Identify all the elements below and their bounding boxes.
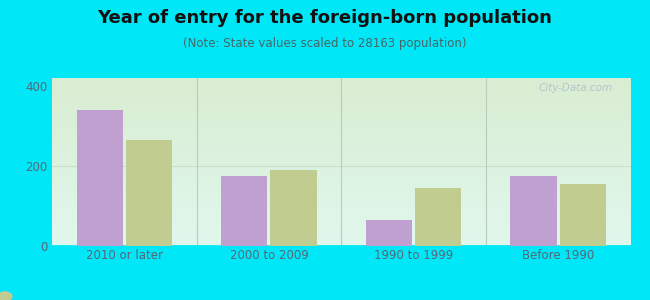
Bar (221, 176, 268, 246)
Bar (77, 110, 123, 246)
Bar (415, 188, 461, 246)
Bar (560, 184, 606, 246)
Text: (Note: State values scaled to 28163 population): (Note: State values scaled to 28163 popu… (183, 38, 467, 50)
Text: Year of entry for the foreign-born population: Year of entry for the foreign-born popul… (98, 9, 552, 27)
Bar (366, 220, 412, 246)
Bar (270, 170, 317, 246)
Bar (125, 140, 172, 246)
Text: City-Data.com: City-Data.com (539, 83, 613, 93)
Bar (510, 176, 557, 246)
